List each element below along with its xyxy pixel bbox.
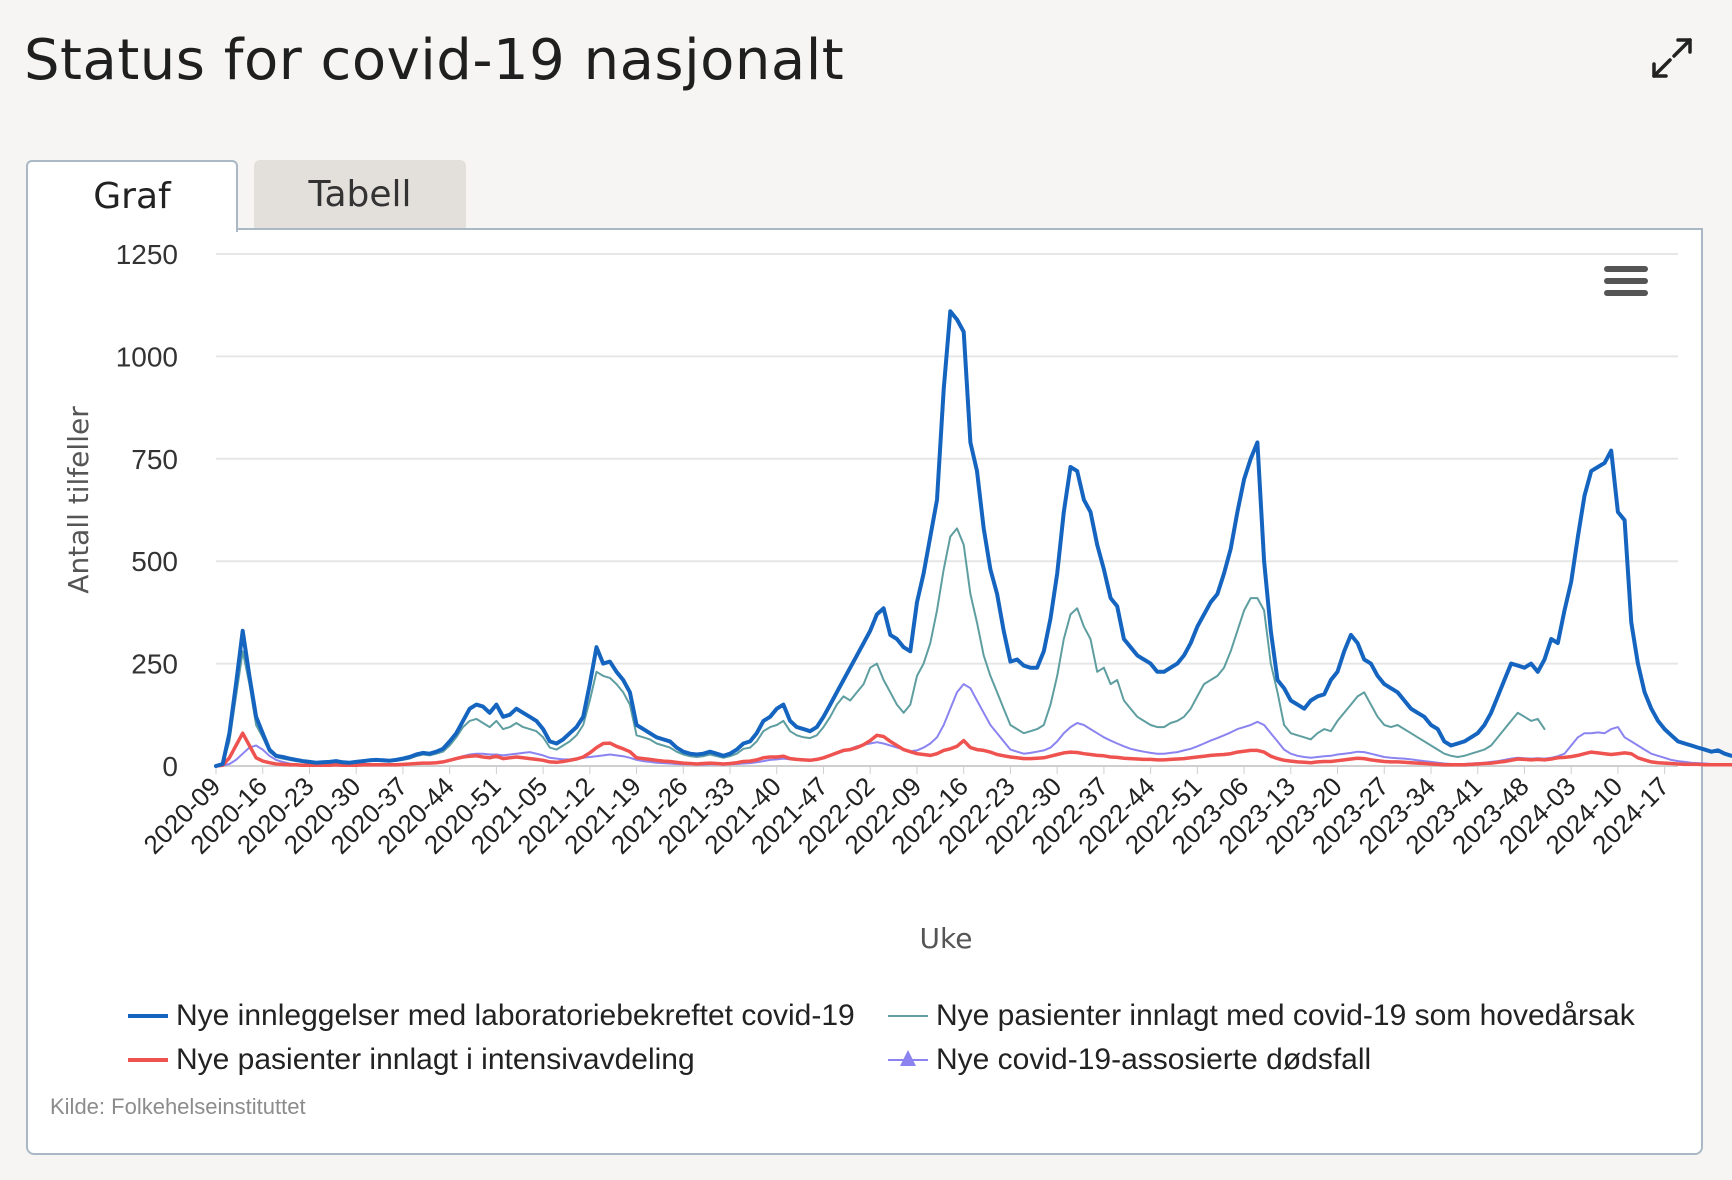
page-title: Status for covid-19 nasjonalt (24, 28, 845, 93)
y-tick-label: 1000 (116, 341, 178, 372)
tab-graf[interactable]: Graf (26, 160, 238, 232)
series-line-3[interactable] (215, 683, 1732, 767)
legend-line-swatch (888, 1050, 928, 1066)
tab-tabell-label: Tabell (308, 174, 412, 215)
y-tick-label: 250 (131, 649, 178, 680)
legend-label: Nye pasienter innlagt med covid-19 som h… (936, 999, 1635, 1032)
expand-button[interactable] (1648, 34, 1696, 82)
y-axis-label: Antall tilfeller (62, 406, 95, 594)
legend-line-swatch (128, 1058, 168, 1062)
series-line-0[interactable] (214, 309, 1732, 768)
series-line-2[interactable] (214, 731, 1732, 768)
legend-line-swatch (888, 1015, 928, 1017)
x-axis-label: Uke (920, 922, 973, 955)
tab-tabell[interactable]: Tabell (254, 160, 466, 228)
legend-label: Nye innleggelser med laboratoriebekrefte… (176, 999, 855, 1032)
legend-line-swatch (128, 1014, 168, 1018)
expand-arrows-icon (1652, 38, 1692, 78)
triangle-marker-icon (900, 1050, 916, 1066)
tab-graf-label: Graf (93, 176, 171, 217)
source-credit: Kilde: Folkehelseinstituttet (50, 1094, 306, 1119)
y-tick-label: 500 (131, 546, 178, 577)
legend-label: Nye covid-19-assosierte dødsfall (936, 1043, 1372, 1076)
chart-menu-button[interactable] (1604, 266, 1648, 302)
legend-label: Nye pasienter innlagt i intensivavdeling (176, 1043, 695, 1076)
y-tick-label: 750 (131, 444, 178, 475)
y-tick-label: 0 (162, 751, 178, 782)
y-tick-label: 1250 (116, 239, 178, 270)
hamburger-menu-icon (1604, 266, 1648, 272)
chart-panel (26, 228, 1703, 1155)
